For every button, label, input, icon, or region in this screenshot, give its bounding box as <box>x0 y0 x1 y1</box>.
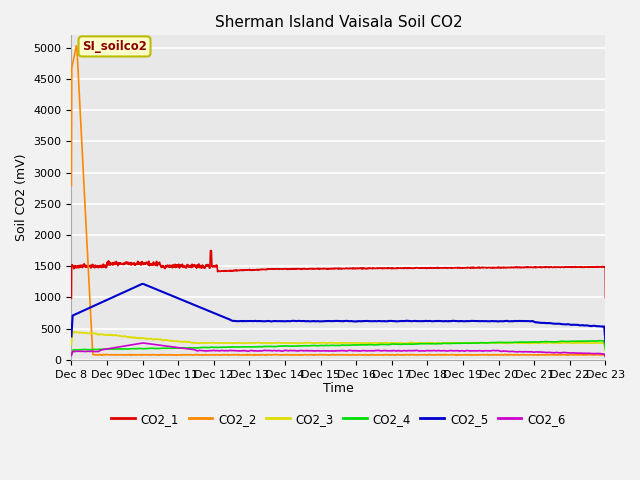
Legend: CO2_1, CO2_2, CO2_3, CO2_4, CO2_5, CO2_6: CO2_1, CO2_2, CO2_3, CO2_4, CO2_5, CO2_6 <box>106 408 570 431</box>
Y-axis label: Soil CO2 (mV): Soil CO2 (mV) <box>15 154 28 241</box>
Text: SI_soilco2: SI_soilco2 <box>82 40 147 53</box>
Title: Sherman Island Vaisala Soil CO2: Sherman Island Vaisala Soil CO2 <box>214 15 462 30</box>
X-axis label: Time: Time <box>323 382 354 396</box>
